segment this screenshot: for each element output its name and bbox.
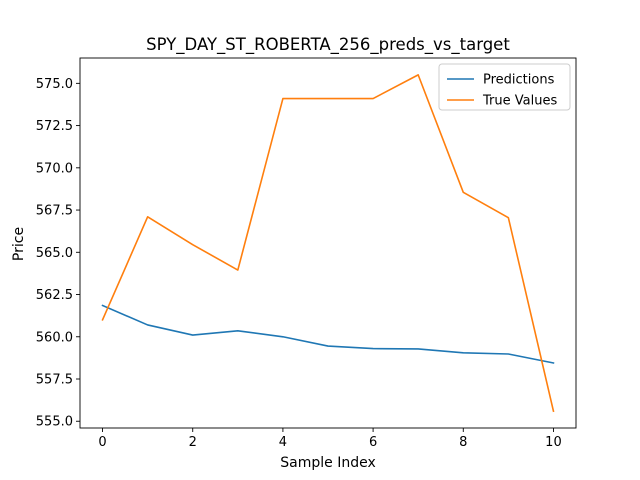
legend-label-1: True Values xyxy=(482,94,557,109)
y-tick-label-0: 555.0 xyxy=(36,415,73,430)
x-tick-label-4: 8 xyxy=(459,435,467,450)
legend-label-0: Predictions xyxy=(483,73,555,88)
y-tick-label-3: 562.5 xyxy=(36,288,73,303)
axes-frame xyxy=(79,57,577,429)
x-tick-label-0: 0 xyxy=(98,435,106,450)
x-tick-label-3: 6 xyxy=(369,435,377,450)
y-tick-label-4: 565.0 xyxy=(36,246,73,261)
plot-area: 0 2 4 6 8 10 555.0 557.5 560.0 562.5 565.0 567.5 570… xyxy=(36,57,577,450)
y-tick-label-5: 567.5 xyxy=(36,204,73,219)
x-axis-label: Sample Index xyxy=(280,455,375,471)
y-axis-label: Price xyxy=(11,227,27,261)
chart-title: SPY_DAY_ST_ROBERTA_256_preds_vs_target xyxy=(146,35,510,55)
x-tick-label-2: 4 xyxy=(279,435,287,450)
y-tick-label-8: 575.0 xyxy=(36,77,73,92)
y-tick-label-2: 560.0 xyxy=(36,330,73,345)
series-line-1 xyxy=(101,74,555,413)
y-tick-label-6: 570.0 xyxy=(36,161,73,176)
series-line-0 xyxy=(101,304,555,364)
legend: Predictions True Values xyxy=(438,63,571,111)
x-tick-label-1: 2 xyxy=(189,435,197,450)
y-tick-label-7: 572.5 xyxy=(36,119,73,134)
x-tick-label-5: 10 xyxy=(545,435,562,450)
y-tick-label-1: 557.5 xyxy=(36,373,73,388)
legend-box xyxy=(438,63,571,111)
